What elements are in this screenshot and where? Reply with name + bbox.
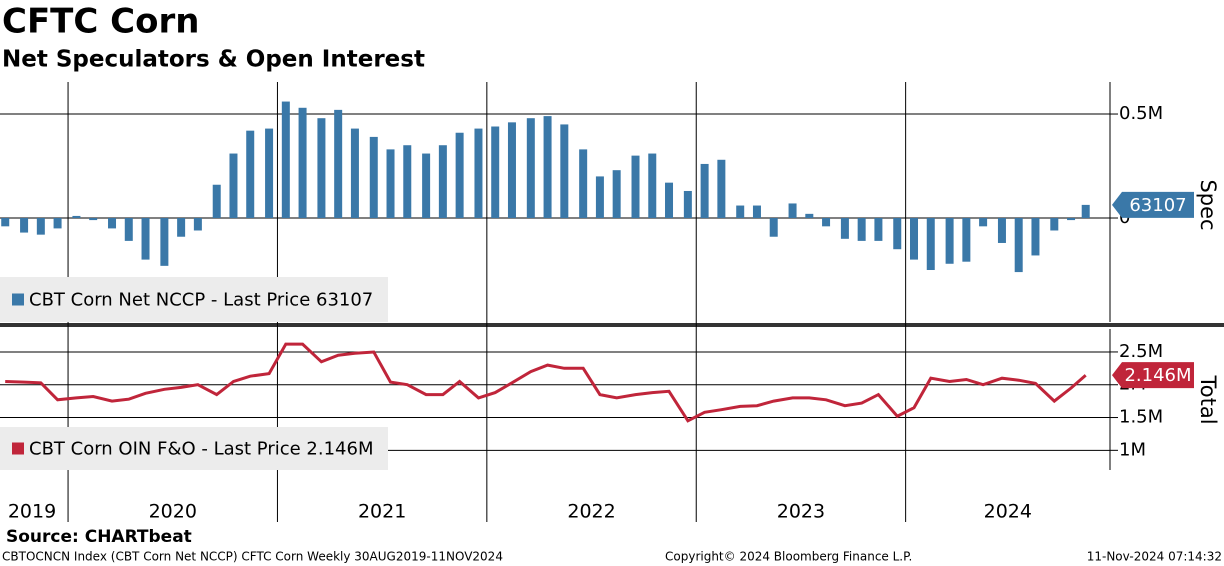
last-value-tag	[1112, 191, 1194, 218]
bar	[769, 218, 778, 237]
bar	[665, 182, 674, 219]
bar	[857, 218, 866, 241]
bar	[926, 218, 935, 271]
bar	[141, 218, 150, 260]
y-tick-label: 1M	[1119, 439, 1146, 460]
bar	[788, 203, 797, 219]
bar	[89, 218, 98, 221]
legend-box	[0, 427, 388, 470]
bar	[736, 205, 745, 219]
y-tick-label: 2.5M	[1119, 341, 1163, 362]
bar	[72, 215, 81, 219]
bar	[1031, 218, 1040, 256]
bar	[805, 213, 814, 219]
bar	[53, 218, 62, 229]
bar	[160, 218, 169, 266]
bar	[1050, 218, 1059, 231]
legend-label: CBT Corn Net NCCP - Last Price 63107	[29, 290, 373, 311]
last-value-tag	[1112, 362, 1194, 389]
bar	[893, 218, 902, 250]
bar	[36, 218, 45, 235]
footer-center: Copyright© 2024 Bloomberg Finance L.P.	[665, 550, 912, 564]
bar	[822, 218, 831, 227]
bar	[403, 145, 412, 219]
bar	[1014, 218, 1023, 273]
axis-label: Total	[1196, 374, 1220, 424]
x-tick-label: 2021	[358, 501, 406, 523]
title: CFTC Corn	[2, 2, 199, 42]
legend-label: CBT Corn OIN F&O - Last Price 2.146M	[29, 439, 374, 460]
bar	[350, 128, 359, 219]
bar	[334, 109, 343, 219]
bar	[910, 218, 919, 260]
bar	[752, 205, 761, 219]
axis-label: Spec	[1196, 179, 1220, 230]
line	[5, 342, 1087, 423]
footer-right: 11-Nov-2024 07:14:32	[1087, 550, 1222, 564]
source: Source: CHARTbeat	[6, 527, 192, 547]
last-value-label: 2.146M	[1124, 365, 1191, 386]
bar	[979, 218, 988, 227]
legend-swatch	[12, 293, 24, 306]
bar	[1081, 204, 1090, 219]
bar	[386, 149, 395, 219]
bar	[246, 130, 255, 219]
bar	[543, 116, 552, 219]
bar	[1, 218, 10, 227]
bar	[579, 149, 588, 219]
bar	[265, 128, 274, 219]
bar	[212, 184, 221, 219]
bar	[20, 218, 29, 233]
bar	[962, 218, 971, 262]
panel-separator	[0, 323, 1224, 327]
bar	[683, 190, 692, 219]
series	[1, 101, 1090, 273]
bar	[612, 170, 621, 219]
bar	[229, 153, 238, 219]
bar	[193, 218, 202, 231]
bar	[717, 159, 726, 219]
bar	[124, 218, 133, 241]
subtitle: Net Speculators & Open Interest	[2, 47, 425, 73]
bar	[560, 124, 569, 219]
bar	[997, 218, 1006, 243]
bar	[874, 218, 883, 241]
bar	[631, 155, 640, 219]
x-tick-label: 2024	[984, 501, 1032, 523]
y-tick-label: 0.5M	[1119, 103, 1163, 124]
bar	[700, 163, 709, 219]
bar	[840, 218, 849, 239]
bar	[438, 145, 447, 219]
bar	[281, 101, 290, 219]
bar	[177, 218, 186, 237]
bar	[945, 218, 954, 264]
x-tick-label: 2023	[777, 501, 825, 523]
bar	[298, 107, 307, 219]
bar	[317, 118, 326, 219]
footer-left: CBTOCNCN Index (CBT Corn Net NCCP) CFTC …	[2, 550, 503, 564]
bar	[474, 128, 483, 219]
series	[5, 342, 1087, 423]
bar	[455, 132, 464, 219]
x-tick-label: 2022	[567, 501, 615, 523]
legend-box	[0, 277, 388, 322]
bar	[595, 176, 604, 219]
x-tick-label: 2020	[149, 501, 197, 523]
bar	[422, 153, 431, 219]
bar	[369, 136, 378, 219]
last-value-label: 63107	[1129, 195, 1186, 216]
bar	[507, 122, 516, 219]
legend-swatch	[12, 442, 24, 455]
bar	[1067, 218, 1076, 221]
bar	[491, 126, 500, 219]
bar	[526, 118, 535, 219]
y-tick-label: 1.5M	[1119, 407, 1163, 428]
x-tick-label: 2019	[8, 501, 56, 523]
bar	[108, 218, 117, 229]
bar	[648, 153, 657, 219]
